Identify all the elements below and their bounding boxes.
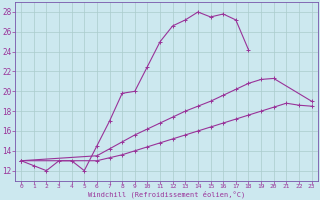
X-axis label: Windchill (Refroidissement éolien,°C): Windchill (Refroidissement éolien,°C) [88,190,245,198]
